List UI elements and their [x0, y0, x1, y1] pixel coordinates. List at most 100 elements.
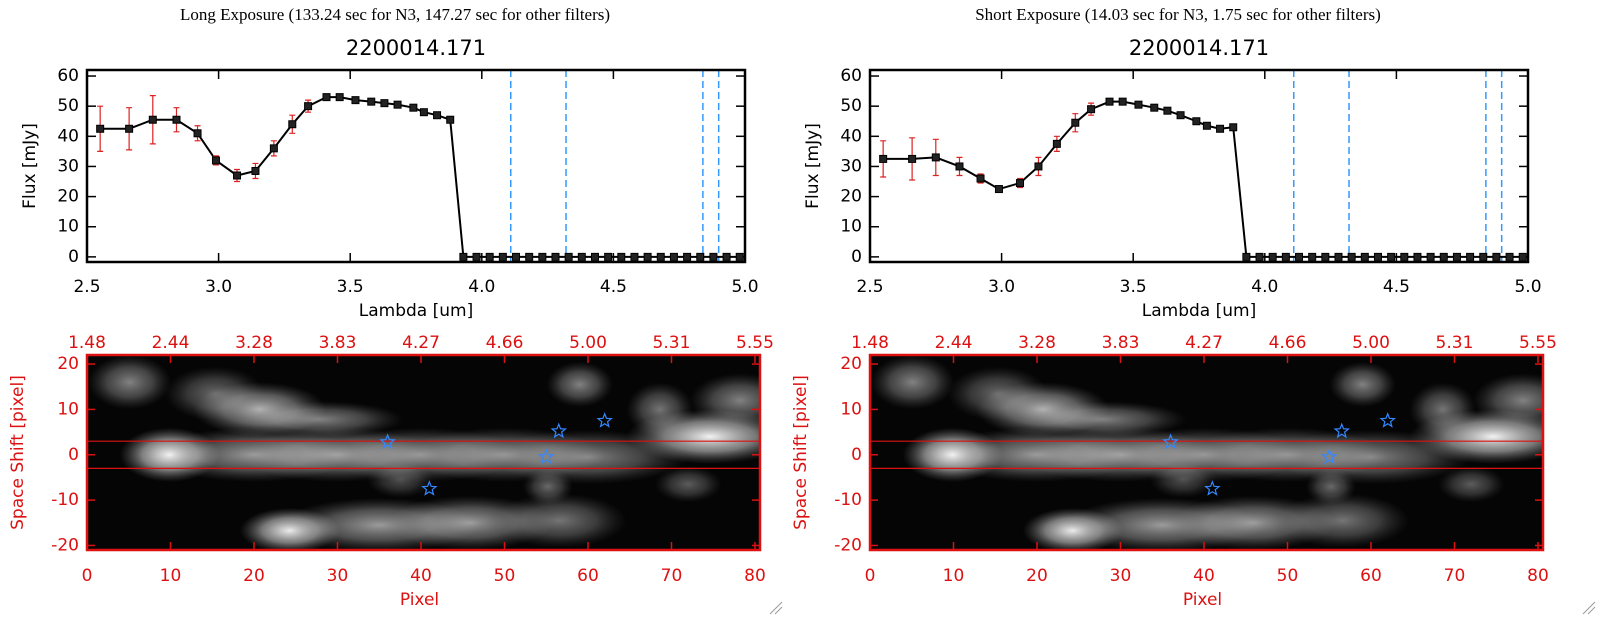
data-point — [409, 103, 418, 112]
data-point — [446, 115, 455, 124]
data-point — [1452, 252, 1461, 261]
data-point — [1134, 100, 1143, 109]
data-point — [1321, 252, 1330, 261]
x-tick-label: 20 — [243, 566, 265, 586]
x-tick-label: 10 — [160, 566, 182, 586]
y-tick-label: 60 — [57, 66, 79, 86]
intensity-blob — [654, 466, 722, 503]
x-axis-label: Pixel — [400, 590, 439, 610]
intensity-blob — [164, 366, 265, 421]
x-tick-label: 30 — [327, 566, 349, 586]
x2-tick-label: 5.31 — [653, 333, 691, 353]
data-point — [722, 252, 731, 261]
data-point — [125, 124, 134, 133]
data-point — [269, 144, 278, 153]
x-tick-label: 3.0 — [988, 277, 1015, 297]
data-point — [1268, 252, 1277, 261]
plot-frame — [85, 353, 762, 552]
x2-tick-label: 4.27 — [402, 333, 440, 353]
star-marker — [421, 480, 438, 496]
data-point — [367, 97, 376, 106]
data-point — [656, 252, 665, 261]
x-tick-label: 2.5 — [73, 277, 100, 297]
data-point — [604, 252, 613, 261]
x-axis-label: Pixel — [1183, 590, 1222, 610]
data-point — [1518, 252, 1527, 261]
intensity-blob — [236, 401, 404, 438]
data-point — [577, 252, 586, 261]
y-tick-label: 0 — [68, 445, 79, 465]
x-tick-label: 3.0 — [205, 277, 232, 297]
y-tick-label: -10 — [51, 490, 79, 510]
data-point — [1387, 252, 1396, 261]
data-point — [976, 174, 985, 183]
data-point — [1202, 121, 1211, 130]
data-point — [335, 93, 344, 102]
y-tick-label: -10 — [834, 490, 862, 510]
data-point — [498, 252, 507, 261]
x-tick-label: 80 — [1527, 566, 1549, 586]
data-point — [1016, 179, 1025, 188]
y-tick-label: 30 — [57, 156, 79, 176]
x2-tick-label: 2.44 — [935, 333, 973, 353]
intensity-blob — [87, 355, 172, 410]
data-point — [994, 185, 1003, 194]
data-point — [419, 108, 428, 117]
x-tick-label: 50 — [1277, 566, 1299, 586]
x-tick-label: 60 — [577, 566, 599, 586]
y-axis-label: Space Shift [pixel] — [8, 375, 28, 530]
data-point — [630, 252, 639, 261]
data-point — [1242, 252, 1251, 261]
data-point — [1426, 252, 1435, 261]
data-point — [233, 171, 242, 180]
data-point — [380, 99, 389, 108]
data-point — [1229, 123, 1238, 132]
x-tick-label: 10 — [943, 566, 965, 586]
data-point — [564, 252, 573, 261]
intensity-blob — [1437, 466, 1505, 503]
data-point — [955, 162, 964, 171]
data-point — [1150, 103, 1159, 112]
x-tick-label: 70 — [661, 566, 683, 586]
x2-tick-label: 5.00 — [1352, 333, 1390, 353]
x2-tick-label: 3.83 — [1102, 333, 1140, 353]
data-point — [709, 252, 718, 261]
data-point — [1216, 124, 1225, 133]
intensity-blob — [626, 382, 694, 437]
data-point — [351, 96, 360, 105]
data-point — [211, 156, 220, 165]
y-tick-label: 50 — [840, 96, 862, 116]
intensity-blob — [1409, 382, 1477, 437]
data-point — [1281, 252, 1290, 261]
x2-tick-label: 3.83 — [319, 333, 357, 353]
x-tick-label: 40 — [410, 566, 432, 586]
plot-frame — [868, 68, 1530, 264]
intensity-blob — [1329, 361, 1397, 408]
x2-tick-label: 1.48 — [851, 333, 889, 353]
y-axis-label: Space Shift [pixel] — [791, 375, 811, 530]
data-point — [1492, 252, 1501, 261]
data-point — [472, 252, 481, 261]
data-line — [100, 96, 740, 258]
data-point — [643, 252, 652, 261]
x-tick-label: 30 — [1110, 566, 1132, 586]
data-point — [1118, 97, 1127, 106]
data-point — [251, 166, 260, 175]
data-point — [551, 252, 560, 261]
star-marker — [550, 422, 568, 439]
data-point — [393, 100, 402, 109]
data-point — [590, 252, 599, 261]
intensity-blob — [1472, 373, 1543, 428]
plot-frame — [85, 68, 747, 264]
star-marker — [1321, 448, 1338, 465]
x2-tick-label: 4.27 — [1185, 333, 1223, 353]
data-point — [148, 115, 157, 124]
data-point — [1105, 97, 1114, 106]
data-point — [1087, 105, 1096, 114]
data-point — [1071, 118, 1080, 127]
x2-tick-label: 5.00 — [569, 333, 607, 353]
data-point — [735, 252, 744, 261]
data-point — [525, 252, 534, 261]
x-tick-label: 3.5 — [337, 277, 364, 297]
data-point — [1255, 252, 1264, 261]
